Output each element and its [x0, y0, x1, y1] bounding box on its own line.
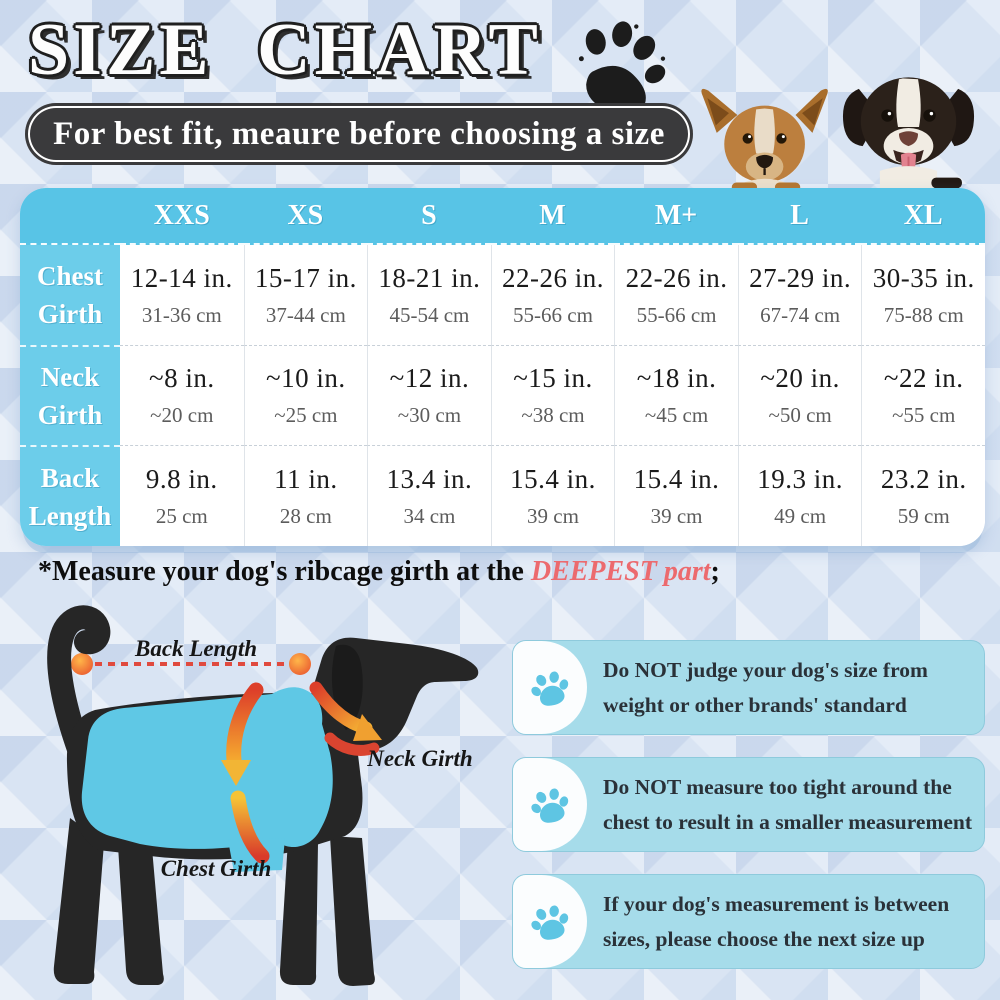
row-label-neck-girth: Neck Girth: [20, 345, 120, 445]
paw-icon: [513, 875, 587, 968]
table-cell: ~12 in. ~30 cm: [367, 345, 491, 445]
table-corner-cell: [20, 188, 120, 245]
column-header-xl: XL: [861, 188, 985, 245]
table-cell: 27-29 in. 67-74 cm: [737, 245, 862, 345]
neck-girth-arrow: [309, 681, 382, 756]
column-header-xs: XS: [243, 188, 368, 245]
column-header-xxs: XXS: [120, 188, 244, 245]
table-cell: ~22 in. ~55 cm: [861, 345, 985, 445]
column-header-mplus: M+: [614, 188, 738, 245]
tip-box: Do NOT measure too tight around the ches…: [512, 757, 985, 852]
chest-girth-label: Chest Girth: [161, 856, 272, 881]
measure-note: *Measure your dog's ribcage girth at the…: [38, 556, 720, 588]
table-cell: ~8 in. ~20 cm: [120, 345, 244, 445]
tan-dog-photo: [701, 88, 828, 192]
back-length-label: Back Length: [134, 636, 257, 661]
row-label-back-length: Back Length: [20, 445, 120, 546]
table-cell: 23.2 in. 59 cm: [861, 445, 985, 546]
table-cell: ~15 in. ~38 cm: [490, 345, 615, 445]
table-cell: 9.8 in. 25 cm: [120, 445, 244, 546]
banner: For best fit, meaure before choosing a s…: [25, 103, 693, 165]
table-cell: 15.4 in. 39 cm: [614, 445, 738, 546]
measurement-diagram: Back Length Neck Girth Chest Girth: [47, 605, 479, 986]
black-white-dog-photo: [842, 77, 975, 190]
column-header-s: S: [367, 188, 491, 245]
banner-text: For best fit, meaure before choosing a s…: [53, 115, 665, 152]
column-header-l: L: [737, 188, 862, 245]
table-cell: 22-26 in. 55-66 cm: [614, 245, 738, 345]
table-cell: 15.4 in. 39 cm: [490, 445, 615, 546]
column-header-m: M: [490, 188, 615, 245]
table-cell: 22-26 in. 55-66 cm: [490, 245, 615, 345]
table-cell: 11 in. 28 cm: [243, 445, 368, 546]
chest-girth-arrow: [221, 682, 270, 864]
note-suffix: ;: [710, 556, 720, 587]
tip-box: If your dog's measurement is between siz…: [512, 874, 985, 969]
table-cell: ~10 in. ~25 cm: [243, 345, 368, 445]
tip-text: Do NOT judge your dog's size from weight…: [603, 657, 928, 717]
table-cell: 12-14 in. 31-36 cm: [120, 245, 244, 345]
paw-icon: [513, 758, 587, 851]
paw-print-icon: [578, 21, 666, 116]
note-highlight: DEEPEST part: [530, 556, 711, 587]
row-label-chest-girth: Chest Girth: [20, 245, 120, 345]
table-cell: 13.4 in. 34 cm: [367, 445, 491, 546]
note-prefix: *Measure your dog's ribcage girth at the: [38, 556, 531, 587]
tip-text: If your dog's measurement is between siz…: [603, 891, 950, 951]
table-cell: ~20 in. ~50 cm: [737, 345, 862, 445]
page-title: SIZE CHART: [28, 9, 542, 91]
neck-girth-label: Neck Girth: [366, 746, 472, 771]
table-cell: 30-35 in. 75-88 cm: [861, 245, 985, 345]
tips-list: Do NOT judge your dog's size from weight…: [512, 640, 985, 969]
size-chart-table: XXS XS S M M+ L XL Chest Girth 12-14 in.…: [20, 188, 985, 546]
tip-text: Do NOT measure too tight around the ches…: [603, 774, 973, 834]
tip-box: Do NOT judge your dog's size from weight…: [512, 640, 985, 735]
back-length-measure-line: [71, 653, 311, 675]
table-cell: 19.3 in. 49 cm: [737, 445, 862, 546]
table-cell: 18-21 in. 45-54 cm: [367, 245, 491, 345]
paw-icon: [513, 641, 587, 734]
table-cell: ~18 in. ~45 cm: [614, 345, 738, 445]
table-cell: 15-17 in. 37-44 cm: [243, 245, 368, 345]
